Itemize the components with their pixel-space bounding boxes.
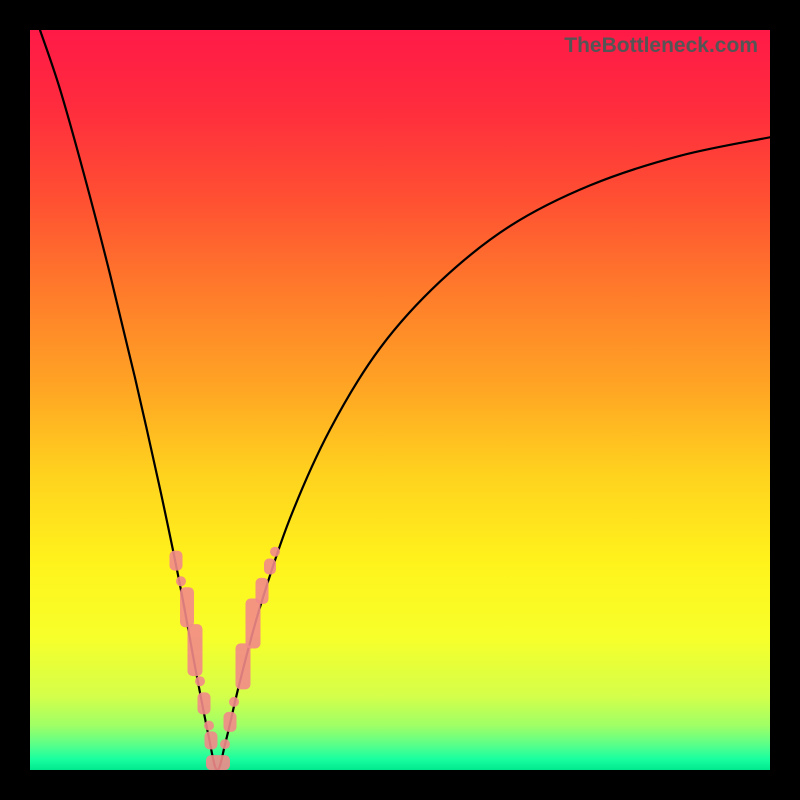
data-marker xyxy=(176,576,186,586)
data-marker xyxy=(224,712,237,732)
chart-svg xyxy=(30,30,770,770)
data-marker xyxy=(180,587,194,627)
data-marker xyxy=(236,643,251,689)
data-marker xyxy=(204,721,214,731)
data-marker xyxy=(188,624,203,676)
data-marker xyxy=(206,755,230,770)
chart-frame: TheBottleneck.com xyxy=(0,0,800,800)
data-marker xyxy=(220,739,230,749)
data-marker xyxy=(205,731,218,749)
data-marker xyxy=(229,697,239,707)
data-marker xyxy=(170,551,183,571)
data-marker xyxy=(246,598,261,648)
data-marker xyxy=(198,692,211,714)
data-marker xyxy=(256,578,269,604)
plot-area xyxy=(30,30,770,770)
data-marker xyxy=(195,676,205,686)
watermark-text: TheBottleneck.com xyxy=(564,34,758,58)
data-marker xyxy=(264,559,276,575)
data-marker xyxy=(270,547,280,557)
